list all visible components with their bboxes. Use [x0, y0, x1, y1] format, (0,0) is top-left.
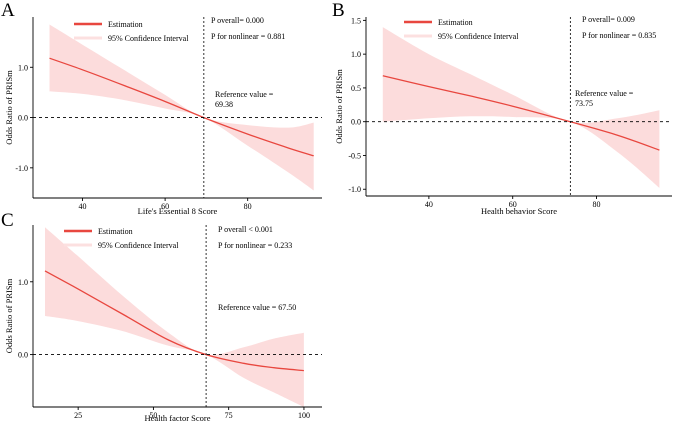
- reference-label: Reference value =: [575, 89, 634, 98]
- p-nonlinear: P for nonlinear = 0.233: [218, 241, 292, 250]
- x-tick-label: 80: [244, 202, 252, 211]
- x-tick-label: 60: [161, 202, 169, 211]
- p-overall: P overall < 0.001: [218, 225, 273, 234]
- legend-ci-label: 95% Confidence Interval: [108, 34, 189, 43]
- reference-value: 69.38: [215, 100, 233, 109]
- legend-estimate-label: Estimation: [98, 227, 133, 236]
- y-tick-label: 1.5: [351, 16, 361, 25]
- p-overall: P overall= 0.000: [211, 16, 264, 25]
- panel-letter: B: [332, 0, 345, 21]
- legend-estimate-label: Estimation: [438, 18, 473, 27]
- panel-letter: C: [1, 210, 14, 231]
- legend: Estimation 95% Confidence Interval: [64, 227, 179, 250]
- legend: Estimation 95% Confidence Interval: [74, 20, 189, 43]
- y-axis-title: Odds Ratio of PRISm: [4, 70, 14, 145]
- reference-value: 73.75: [575, 99, 593, 108]
- y-tick-label: -1.0: [348, 185, 361, 194]
- y-tick-label: 1.0: [351, 50, 361, 59]
- y-tick-label: 1.0: [18, 63, 28, 72]
- confidence-band: [382, 27, 660, 188]
- y-tick-label: 0.5: [351, 84, 361, 93]
- legend-ci-label: 95% Confidence Interval: [98, 241, 179, 250]
- legend-estimate-label: Estimation: [108, 20, 143, 29]
- p-overall: P overall= 0.009: [582, 15, 635, 24]
- panel-c: C Estimation 95% Confidence Interval P o…: [1, 210, 322, 423]
- panel-letter: A: [1, 0, 15, 21]
- x-tick-label: 60: [509, 200, 517, 209]
- confidence-band: [45, 227, 304, 407]
- legend-ci-label: 95% Confidence Interval: [438, 32, 519, 41]
- y-tick-label: -0.5: [348, 151, 361, 160]
- estimate-line: [382, 75, 660, 151]
- x-axis-title: Life's Essential 8 Score: [138, 206, 218, 216]
- x-axis-title: Health factor Score: [144, 413, 210, 423]
- estimate-line: [49, 57, 314, 157]
- legend: Estimation 95% Confidence Interval: [404, 18, 519, 41]
- x-tick-label: 75: [225, 411, 233, 420]
- x-tick-label: 50: [149, 411, 157, 420]
- estimate-line: [44, 270, 304, 372]
- y-axis-title: Odds Ratio of PRISm: [334, 69, 344, 144]
- y-tick-label: 0.0: [351, 118, 361, 127]
- y-tick-label: 1.0: [18, 278, 28, 287]
- panel-b: B Estimation 95% Confidence Interval P o…: [332, 0, 672, 216]
- p-nonlinear: P for nonlinear = 0.881: [211, 32, 285, 41]
- x-tick-label: 80: [593, 200, 601, 209]
- y-tick-label: 0.0: [18, 114, 28, 123]
- x-tick-label: 40: [79, 202, 87, 211]
- confidence-band: [49, 24, 314, 191]
- y-tick-label: -1.0: [15, 164, 28, 173]
- reference-label: Reference value =: [215, 90, 274, 99]
- panel-a: A Estimation 95% Confidence Interval P o…: [1, 0, 322, 216]
- x-tick-label: 100: [298, 411, 310, 420]
- y-axis-title: Odds Ratio of PRISm: [4, 278, 14, 353]
- y-tick-label: 0.0: [18, 351, 28, 360]
- x-axis-title: Health behavior Score: [481, 206, 557, 216]
- x-tick-label: 40: [425, 200, 433, 209]
- x-tick-label: 25: [74, 411, 82, 420]
- p-nonlinear: P for nonlinear = 0.835: [582, 31, 656, 40]
- reference-label: Reference value = 67.50: [218, 303, 296, 312]
